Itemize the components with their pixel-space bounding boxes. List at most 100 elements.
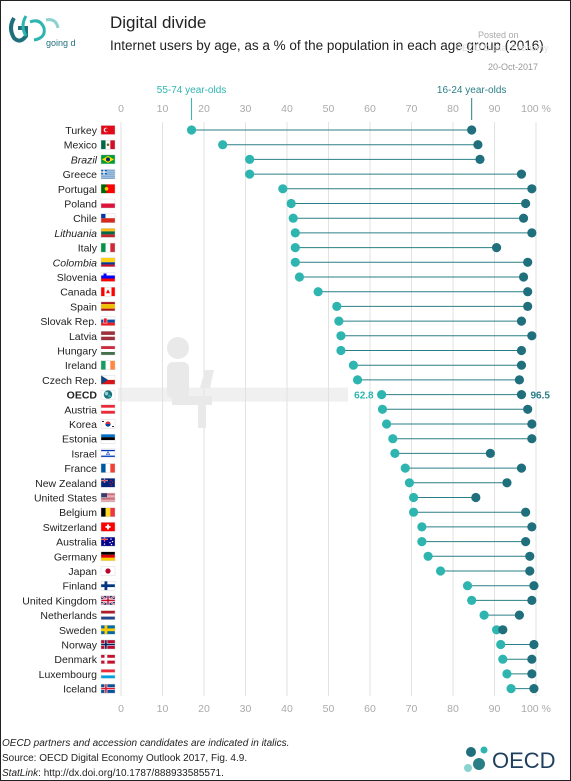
country-label: Hungary [57, 346, 97, 358]
flag-part [110, 360, 115, 370]
data-row: Czech Rep. [42, 375, 525, 387]
flag-lv-icon [100, 331, 116, 341]
legend-younger-label: 16-24 year-olds [437, 85, 506, 96]
x-tick-label: 40 [281, 103, 293, 115]
oecd-logo: OECD [464, 746, 556, 773]
older-point [404, 478, 415, 488]
flag-border [100, 316, 116, 326]
flag-border [100, 139, 116, 150]
country-label: Australia [56, 537, 97, 549]
flag-part [101, 243, 106, 253]
flag-part [101, 557, 115, 561]
younger-point [529, 639, 539, 650]
data-row: Austria [64, 404, 533, 416]
flag-part [106, 157, 110, 162]
flag-part [110, 507, 115, 517]
flag-part [101, 675, 115, 679]
x-tick-label: 70 [406, 703, 418, 715]
younger-point [516, 360, 527, 370]
flag-part [101, 554, 115, 558]
flag-border [100, 536, 116, 547]
younger-point [525, 566, 535, 576]
flag-part [111, 540, 114, 543]
x-tick-label: 100 % [521, 103, 551, 115]
older-point [423, 551, 433, 561]
country-label: United Kingdom [22, 595, 97, 607]
flag-part [101, 440, 115, 444]
flag-part [101, 234, 115, 238]
flag-border [100, 683, 116, 694]
country-label: Iceland [63, 684, 97, 696]
country-label: Portugal [58, 184, 97, 196]
flag-part [105, 424, 111, 427]
older-point [462, 581, 473, 591]
flag-part [101, 657, 115, 661]
data-row: Turkey [65, 125, 477, 137]
flag-part [101, 496, 115, 498]
flag-part [101, 507, 106, 517]
flag-part [101, 628, 115, 632]
flag-gr-icon [100, 169, 116, 179]
data-row: New Zealand [35, 478, 512, 490]
flag-part [101, 687, 115, 690]
data-row: Brazil [71, 154, 485, 166]
data-row: Belgium [59, 507, 531, 519]
flag-part [101, 287, 105, 297]
x-tick-label: 90 [489, 703, 501, 715]
flag-part [101, 184, 107, 194]
flag-part [105, 507, 111, 517]
flag-part [101, 610, 115, 614]
data-row: OECD 62.8 96.5 [67, 390, 551, 402]
statlink-line: StatLink: http://dx.doi.org/10.1787/8889… [2, 766, 289, 781]
statlink-url[interactable]: : http://dx.doi.org/10.1787/888933585571… [38, 768, 224, 779]
younger-point [527, 654, 537, 664]
flag-part [101, 584, 115, 588]
flag-part [101, 171, 107, 173]
flag-part [110, 463, 115, 473]
younger-point [527, 228, 537, 238]
data-row: Slovak Rep. [40, 316, 527, 328]
flag-tr-icon [100, 125, 116, 135]
flag-border [100, 478, 116, 488]
flag-part [101, 228, 115, 232]
country-label: Denmark [54, 654, 97, 666]
country-label: Latvia [69, 331, 97, 343]
data-row: Estonia [62, 434, 537, 446]
younger-point [516, 169, 527, 179]
flag-border [100, 448, 116, 459]
dumbbell-chart: 0 0 10 10 20 20 30 30 40 40 50 50 60 60 70 70 80 80 90 90 10… [22, 85, 551, 715]
flag-part [101, 334, 115, 337]
older-point [290, 228, 300, 238]
flag-part [101, 539, 108, 540]
country-label: Belgium [59, 507, 97, 519]
flag-ee-icon [100, 434, 116, 444]
flag-part [101, 272, 115, 276]
flag-part [105, 451, 111, 455]
chart-title: Digital divide [110, 13, 207, 32]
flag-border [100, 625, 116, 635]
flag-part [101, 375, 115, 380]
flag-border [100, 581, 116, 591]
flag-border [100, 125, 116, 135]
data-row: Netherlands [40, 610, 525, 622]
flag-border [100, 566, 116, 576]
data-row: Japan [68, 566, 535, 578]
country-label: Spain [70, 301, 97, 313]
data-row: Poland [64, 198, 531, 211]
x-tick-label: 60 [364, 703, 376, 715]
flag-part [101, 499, 115, 501]
flag-part [101, 480, 108, 481]
data-row: Canada [60, 287, 533, 299]
younger-point [491, 243, 502, 253]
flag-border [100, 595, 116, 606]
x-tick-label: 0 [118, 703, 124, 715]
flag-border [100, 492, 116, 503]
flag-border [100, 198, 116, 209]
flag-pl-icon [100, 198, 116, 209]
person-body-icon [167, 362, 189, 398]
flag-part [101, 213, 106, 219]
flag-part [105, 463, 111, 473]
x-tick-label: 10 [157, 703, 169, 715]
flag-part [101, 352, 115, 355]
data-row: Latvia [69, 331, 537, 343]
